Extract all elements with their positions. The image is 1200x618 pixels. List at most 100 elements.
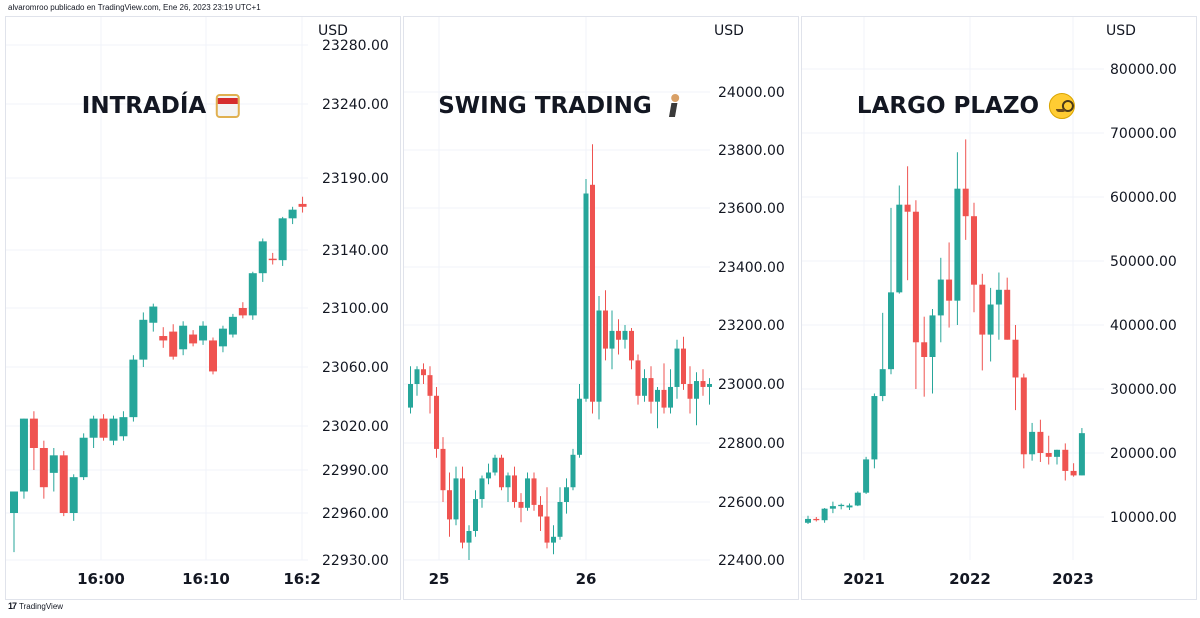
candle-body bbox=[1012, 339, 1019, 378]
candle bbox=[635, 354, 641, 405]
y-tick-label: 23000.00 bbox=[718, 377, 785, 393]
candle bbox=[479, 475, 485, 508]
candle bbox=[129, 355, 138, 422]
candle-body bbox=[1004, 289, 1011, 340]
candle-body bbox=[139, 319, 148, 360]
candle-body bbox=[655, 389, 660, 402]
candle-body bbox=[10, 491, 18, 513]
candle-body bbox=[149, 306, 158, 323]
candle bbox=[661, 363, 667, 414]
candle-body bbox=[492, 457, 498, 473]
candle-body bbox=[879, 369, 886, 397]
candle-body bbox=[466, 531, 472, 543]
candle bbox=[1078, 428, 1085, 476]
candle-body bbox=[854, 492, 861, 506]
candle bbox=[499, 454, 504, 491]
candle bbox=[29, 411, 38, 470]
tradingview-logo-icon: 17 bbox=[8, 601, 17, 611]
candle bbox=[1020, 373, 1027, 469]
candle-body bbox=[209, 340, 217, 372]
candle-body bbox=[888, 292, 894, 370]
candle bbox=[590, 144, 595, 414]
candle bbox=[69, 474, 78, 521]
candle bbox=[10, 491, 18, 553]
y-tick-label: 24000.00 bbox=[718, 85, 785, 101]
monocle-emoji-icon bbox=[1049, 93, 1076, 119]
y-tick-label: 22990.00 bbox=[322, 463, 389, 479]
candle bbox=[946, 242, 953, 328]
candle-body bbox=[642, 378, 647, 396]
candle bbox=[954, 152, 961, 325]
y-tick-label: 80000.00 bbox=[1110, 62, 1177, 78]
candle-body bbox=[238, 308, 247, 316]
chart-title-text: LARGO PLAZO bbox=[856, 93, 1040, 119]
candle bbox=[648, 366, 654, 414]
candle bbox=[929, 309, 936, 394]
candle-body bbox=[813, 518, 820, 521]
candle-body bbox=[258, 241, 267, 274]
candle-body bbox=[1020, 377, 1027, 455]
candle bbox=[846, 503, 853, 510]
candle bbox=[577, 384, 582, 458]
candle bbox=[460, 466, 465, 549]
candle-body bbox=[538, 504, 543, 517]
x-tick-label: 16:2 bbox=[283, 570, 320, 588]
candle bbox=[616, 319, 621, 355]
candle-body bbox=[577, 398, 582, 455]
y-tick-label: 23400.00 bbox=[718, 260, 785, 276]
candle-body bbox=[904, 204, 911, 212]
candle bbox=[453, 466, 459, 526]
candle-body bbox=[987, 304, 994, 335]
chart-long-term: USD 80000.00 70000.00 60000.00 50000.00 40000… bbox=[802, 17, 1177, 588]
candle-body bbox=[707, 384, 712, 387]
candle bbox=[1045, 435, 1052, 465]
y-tick-label: 22960.00 bbox=[322, 506, 389, 522]
candle-body bbox=[805, 518, 811, 523]
y-tick-label: 22400.00 bbox=[718, 553, 785, 569]
candle bbox=[979, 273, 986, 371]
candle-body bbox=[557, 502, 563, 537]
candle-body bbox=[453, 478, 459, 520]
candle-body bbox=[622, 330, 628, 340]
chart-title-long-term: LARGO PLAZO bbox=[856, 93, 1076, 119]
candle-body bbox=[479, 478, 485, 500]
y-tick-label: 40000.00 bbox=[1110, 318, 1177, 334]
candle bbox=[854, 491, 861, 507]
candle-body bbox=[189, 334, 198, 344]
candle bbox=[829, 501, 836, 514]
candle-body bbox=[414, 369, 420, 384]
candle-body bbox=[995, 289, 1002, 305]
candle bbox=[1029, 422, 1036, 461]
x-tick-label: 16:10 bbox=[182, 570, 230, 588]
candle-body bbox=[460, 478, 465, 543]
candle bbox=[199, 321, 208, 345]
candle bbox=[248, 271, 257, 320]
candle-body bbox=[447, 490, 452, 520]
candle bbox=[1004, 277, 1011, 340]
candle bbox=[209, 337, 217, 375]
candle-body bbox=[109, 418, 118, 441]
candle-body bbox=[505, 475, 511, 488]
x-tick-label: 26 bbox=[576, 570, 597, 588]
y-tick-label: 70000.00 bbox=[1110, 126, 1177, 142]
candle bbox=[596, 296, 602, 420]
footer-brand: 17 TradingView bbox=[8, 601, 63, 611]
candle-body bbox=[119, 417, 128, 437]
candle bbox=[538, 496, 543, 531]
candle-body bbox=[486, 472, 491, 479]
candle bbox=[544, 487, 550, 549]
candle-body bbox=[29, 418, 38, 448]
candle bbox=[427, 366, 433, 414]
candle bbox=[512, 466, 517, 508]
candle-body bbox=[1045, 453, 1052, 457]
candle bbox=[838, 503, 845, 510]
candle-body bbox=[440, 448, 446, 491]
y-tick-label: 23240.00 bbox=[322, 97, 389, 113]
candle bbox=[962, 139, 969, 240]
candle-body bbox=[531, 478, 537, 505]
candle-body bbox=[499, 457, 504, 488]
candle bbox=[531, 472, 537, 511]
candle bbox=[879, 312, 886, 402]
candle bbox=[238, 302, 247, 319]
y-tick-label: 23280.00 bbox=[322, 38, 389, 54]
